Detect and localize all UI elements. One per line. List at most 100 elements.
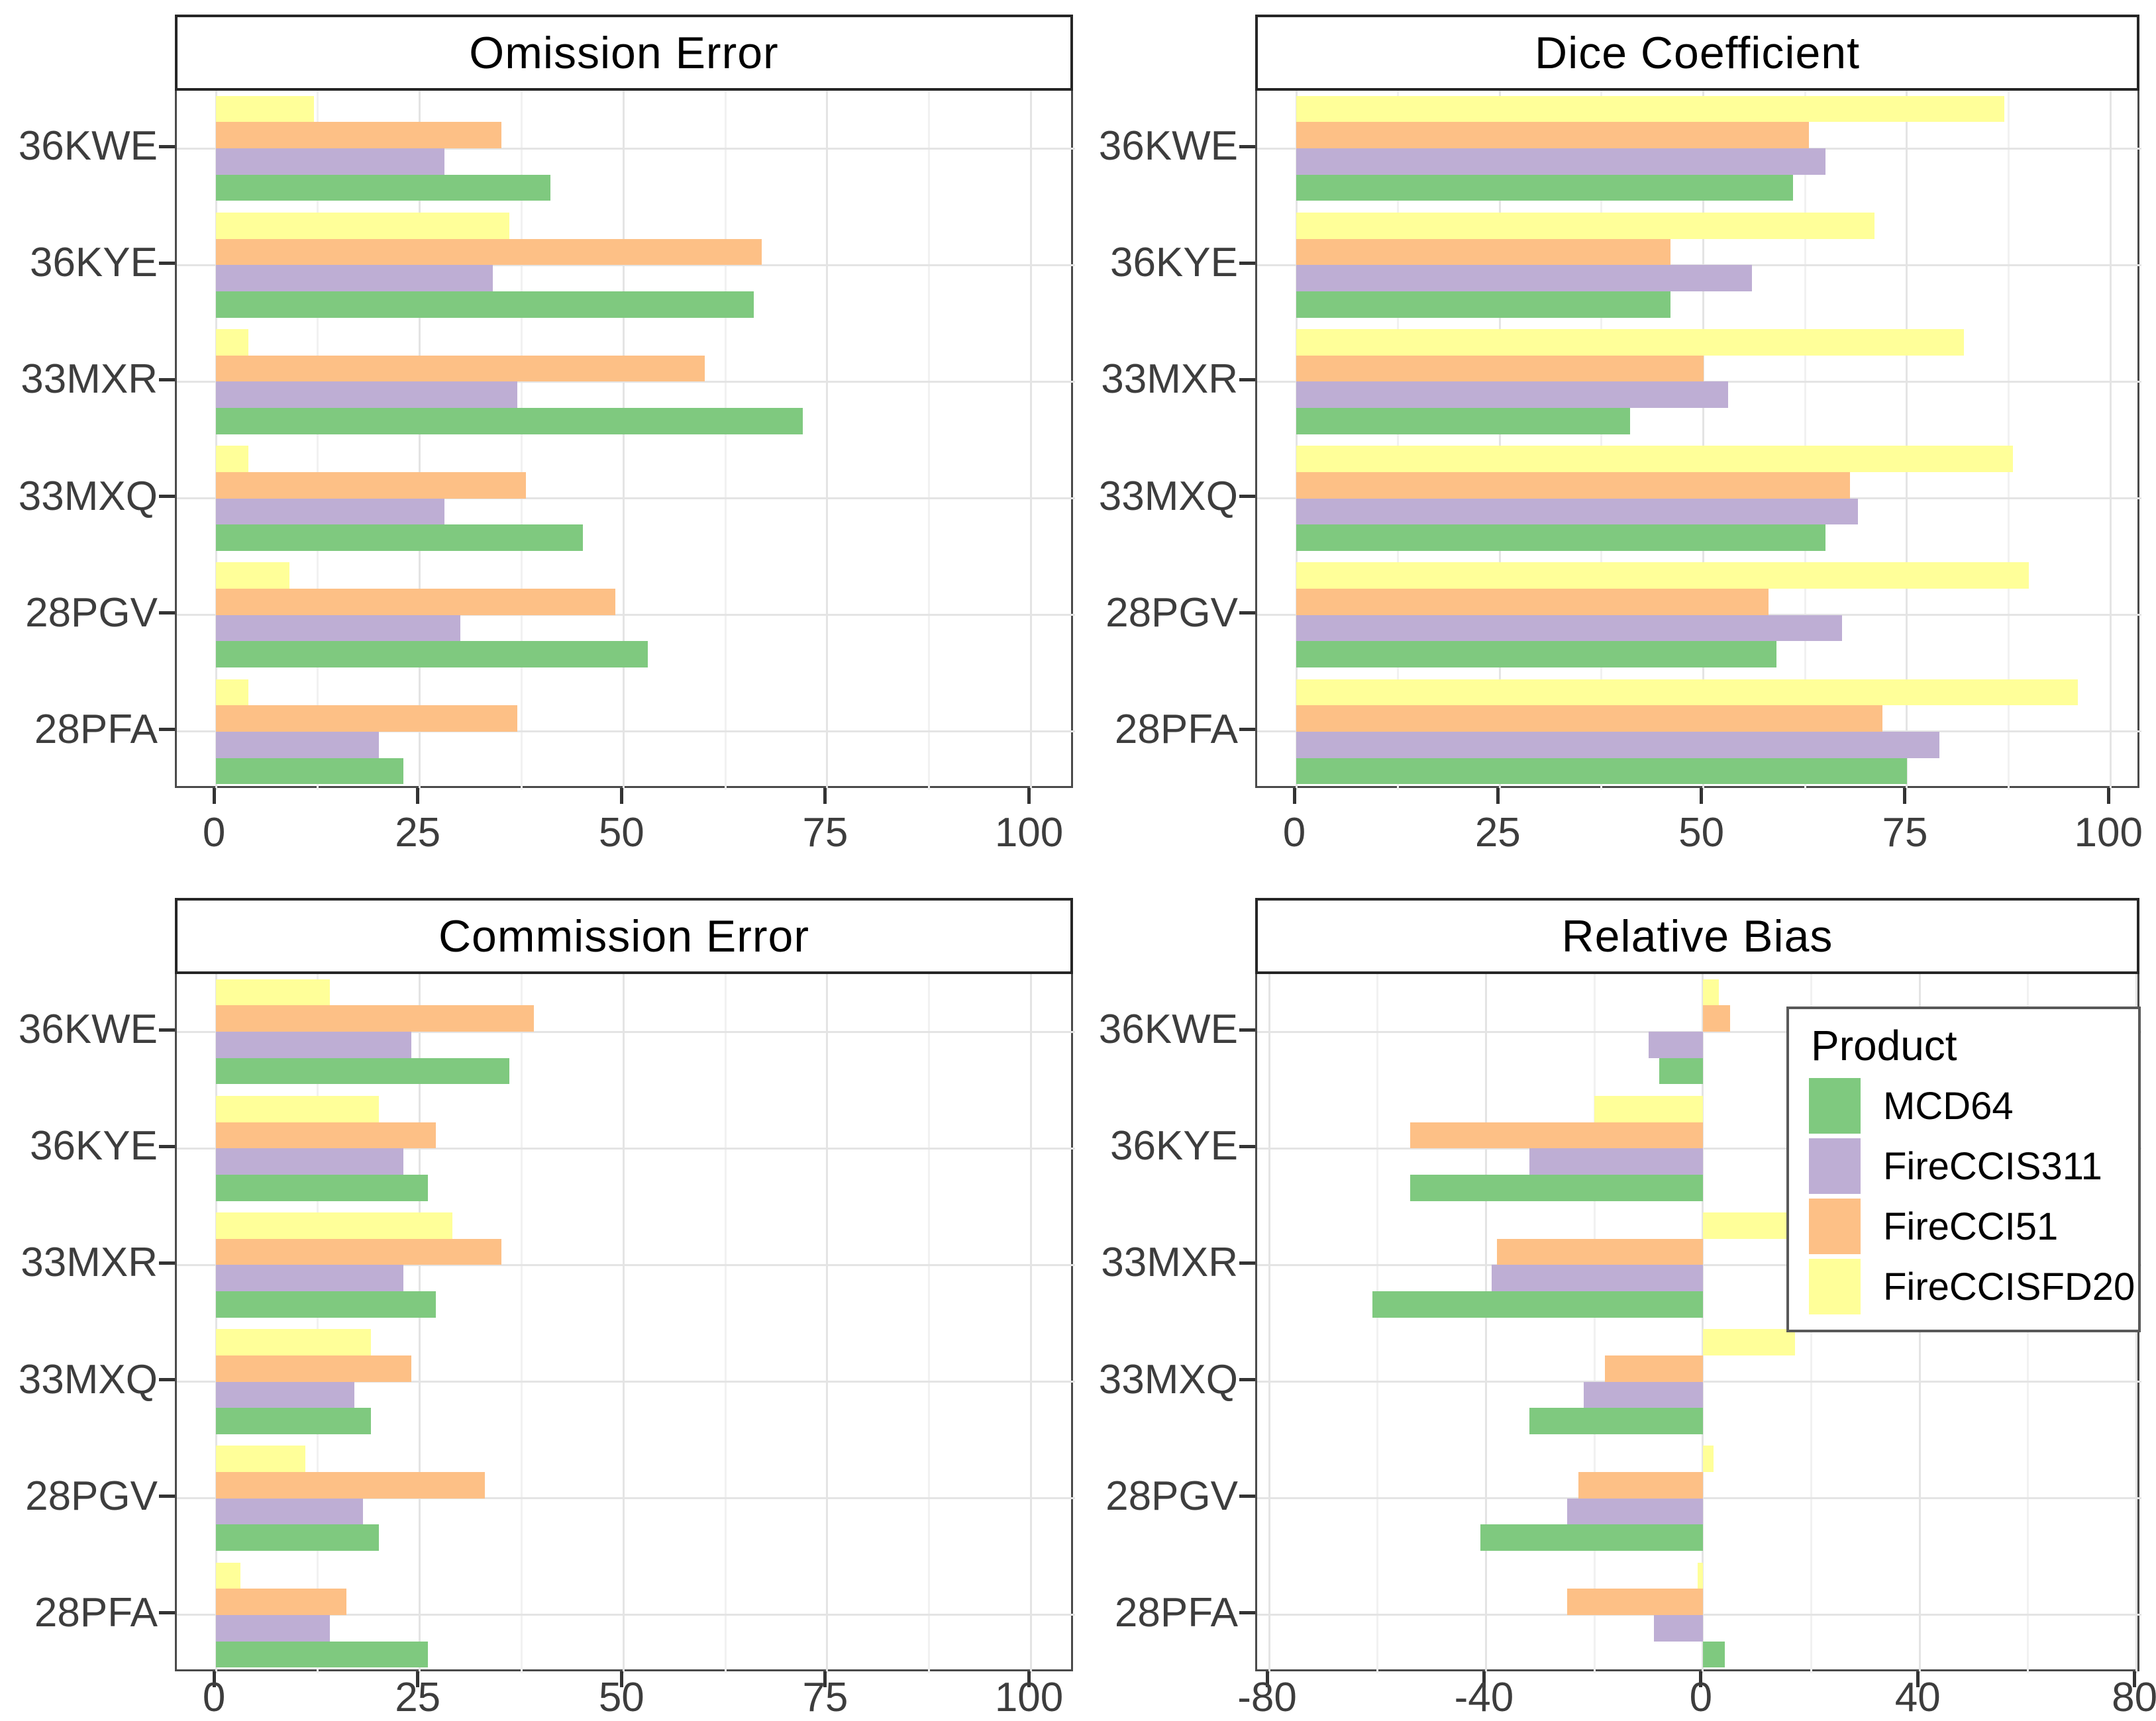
y-tick-mark xyxy=(1239,495,1255,499)
bar-FireCCI51-36KWE xyxy=(216,1005,534,1032)
bar-FireCCI51-36KWE xyxy=(216,122,501,149)
category-gridline xyxy=(177,614,1075,616)
plot-dice-coefficient xyxy=(1255,88,2141,790)
bar-MCD64-36KWE xyxy=(216,1057,510,1085)
minor-gridline xyxy=(317,90,319,790)
x-tick-label: 80 xyxy=(2112,1675,2156,1720)
y-tick-mark xyxy=(159,495,175,499)
y-tick-mark xyxy=(159,1611,175,1615)
bar-FireCCISFD20-36KYE xyxy=(216,1095,380,1122)
legend-swatch-FireCCIS311 xyxy=(1809,1138,1861,1194)
x-tick-label: 40 xyxy=(1894,1675,1941,1720)
bar-FireCCIS311-36KYE xyxy=(216,265,493,291)
bar-FireCCI51-33MXQ xyxy=(216,1355,412,1382)
y-tick-label-33MXR: 33MXR xyxy=(1101,356,1238,403)
bar-FireCCIS311-33MXR xyxy=(1491,1265,1703,1292)
x-tick-label: 0 xyxy=(1282,810,1306,856)
panel-title-dice-coefficient: Dice Coefficient xyxy=(1535,27,1860,78)
panel-strip-relative-bias: Relative Bias xyxy=(1255,898,2139,974)
x-tick-mark xyxy=(1292,788,1296,804)
category-gridline xyxy=(177,1263,1075,1266)
bar-FireCCI51-28PGV xyxy=(1578,1472,1703,1499)
y-tick-label-28PFA: 28PFA xyxy=(34,706,158,752)
x-tick-mark xyxy=(619,788,623,804)
bar-FireCCISFD20-28PFA xyxy=(1296,679,2079,706)
bar-FireCCI51-36KYE xyxy=(1296,238,1671,266)
bar-FireCCI51-28PGV xyxy=(216,589,615,615)
bar-MCD64-33MXQ xyxy=(1296,524,1826,551)
y-tick-mark xyxy=(1239,1144,1255,1148)
x-tick-label: 50 xyxy=(1678,810,1725,856)
legend-label-FireCCI51: FireCCI51 xyxy=(1883,1205,2059,1248)
minor-gridline xyxy=(1376,973,1379,1673)
y-tick-mark xyxy=(1239,1495,1255,1499)
bar-FireCCI51-33MXQ xyxy=(1605,1355,1703,1382)
y-tick-mark xyxy=(159,1261,175,1265)
x-tick-mark xyxy=(823,1671,827,1687)
y-tick-mark xyxy=(159,1144,175,1148)
bar-FireCCIS311-36KWE xyxy=(1648,1032,1703,1058)
y-tick-mark xyxy=(159,144,175,148)
y-tick-label-36KYE: 36KYE xyxy=(29,240,158,286)
category-gridline xyxy=(177,147,1075,150)
y-tick-mark xyxy=(1239,1261,1255,1265)
panel-strip-omission-error: Omission Error xyxy=(175,15,1073,91)
category-gridline xyxy=(177,264,1075,266)
bar-MCD64-28PGV xyxy=(216,641,648,667)
legend-swatch-MCD64 xyxy=(1809,1078,1861,1134)
y-tick-label-28PGV: 28PGV xyxy=(25,1473,158,1519)
bar-FireCCI51-36KWE xyxy=(1296,122,1810,149)
bar-FireCCIS311-33MXR xyxy=(216,1265,404,1292)
legend-entry-FireCCIS311: FireCCIS311 xyxy=(1809,1138,2102,1194)
bar-FireCCIS311-36KWE xyxy=(216,1032,412,1058)
x-tick-label: 25 xyxy=(1474,810,1521,856)
panel-title-relative-bias: Relative Bias xyxy=(1561,910,1833,961)
major-gridline xyxy=(1268,973,1270,1673)
minor-gridline xyxy=(724,90,727,790)
bar-FireCCIS311-28PGV xyxy=(1567,1498,1703,1525)
bar-MCD64-36KYE xyxy=(1296,291,1671,318)
bar-FireCCIS311-28PGV xyxy=(1296,615,1842,642)
major-gridline xyxy=(1030,90,1033,790)
bar-MCD64-36KYE xyxy=(216,1174,428,1201)
bar-FireCCI51-33MXR xyxy=(216,355,705,382)
bar-FireCCI51-33MXR xyxy=(1296,355,1704,382)
x-tick-mark xyxy=(212,1671,216,1687)
bar-FireCCI51-28PFA xyxy=(1567,1589,1703,1615)
x-tick-mark xyxy=(1916,1671,1920,1687)
major-gridline xyxy=(1295,90,1298,790)
bar-MCD64-28PFA xyxy=(216,1641,428,1668)
y-tick-mark xyxy=(1239,1378,1255,1382)
major-gridline xyxy=(2109,90,2112,790)
major-gridline xyxy=(1484,973,1487,1673)
major-gridline xyxy=(826,90,829,790)
y-tick-label-33MXQ: 33MXQ xyxy=(1098,1356,1238,1402)
bar-FireCCIS311-33MXR xyxy=(216,381,518,409)
bar-FireCCISFD20-33MXR xyxy=(1296,329,1964,356)
bar-FireCCISFD20-36KWE xyxy=(1702,979,1720,1006)
y-tick-label-33MXR: 33MXR xyxy=(1101,1240,1238,1286)
bar-FireCCISFD20-36KWE xyxy=(216,979,331,1006)
bar-FireCCI51-36KYE xyxy=(216,238,762,266)
category-gridline xyxy=(177,730,1075,733)
x-tick-label: 100 xyxy=(2074,810,2143,856)
x-tick-label: 0 xyxy=(1689,1675,1713,1720)
category-gridline xyxy=(177,380,1075,383)
major-gridline xyxy=(419,973,421,1673)
plot-commission-error xyxy=(175,971,1075,1673)
bar-MCD64-33MXR xyxy=(1296,408,1630,434)
bar-MCD64-33MXQ xyxy=(216,1408,371,1434)
x-tick-mark xyxy=(1903,788,1907,804)
product-legend: Product MCD64 FireCCIS311 FireCCI51 FireCCI… xyxy=(1786,1007,2141,1332)
bar-MCD64-33MXQ xyxy=(1529,1408,1703,1434)
bar-FireCCIS311-33MXR xyxy=(1296,381,1728,409)
y-tick-mark xyxy=(159,1378,175,1382)
major-gridline xyxy=(1498,90,1501,790)
legend-entry-MCD64: MCD64 xyxy=(1809,1078,2014,1134)
y-tick-mark xyxy=(1239,611,1255,615)
bar-FireCCISFD20-33MXQ xyxy=(216,1329,371,1355)
category-gridline xyxy=(177,1147,1075,1150)
major-gridline xyxy=(1906,90,1908,790)
y-tick-label-28PFA: 28PFA xyxy=(1114,706,1238,752)
bar-FireCCIS311-28PFA xyxy=(216,731,380,758)
